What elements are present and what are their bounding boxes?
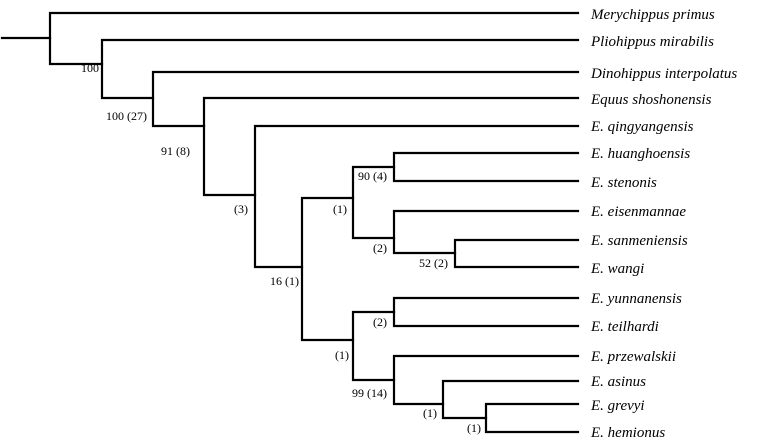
branch-node-d (202, 96, 580, 197)
taxon-label: E. sanmeniensis (590, 233, 688, 249)
branch-node-m (392, 354, 580, 406)
taxon-label: E. hemionus (590, 425, 665, 440)
branch-node-o (484, 402, 580, 434)
taxon-label: E. przewalskii (590, 349, 676, 365)
taxon-label: E. grevyi (590, 398, 645, 414)
branch-node-l (392, 296, 580, 328)
support-value: (1) (423, 406, 437, 420)
taxon-label: E. stenonis (590, 175, 657, 191)
support-value: 52 (2) (419, 256, 448, 270)
branch-node-c (151, 70, 580, 128)
support-value: 16 (1) (270, 274, 299, 288)
support-value: 91 (8) (161, 144, 190, 158)
taxon-label: E. eisenmannae (590, 204, 686, 220)
taxon-label: E. asinus (590, 374, 646, 390)
support-value: (1) (467, 421, 481, 435)
support-value: (1) (335, 348, 349, 362)
tree-branches (0, 11, 580, 434)
support-value: (2) (373, 241, 387, 255)
support-value: 100 (27) (106, 109, 147, 123)
support-value: 100 (81, 61, 99, 75)
taxon-label: E. qingyangensis (590, 119, 694, 135)
branch-node-e (253, 124, 580, 269)
taxon-label: Equus shoshonensis (590, 92, 712, 108)
branch-node-g (351, 165, 396, 240)
branch-node-i (392, 209, 580, 255)
branch-node-h (392, 151, 580, 183)
support-value: (2) (373, 315, 387, 329)
taxon-label: E. huanghoensis (590, 146, 690, 162)
support-value: 99 (14) (352, 386, 387, 400)
branch-node-k (351, 310, 396, 382)
branch-node-j (453, 238, 580, 269)
taxon-label: E. wangi (590, 261, 644, 277)
support-value: (3) (234, 202, 248, 216)
support-value: (1) (333, 202, 347, 216)
branch-node-f (300, 196, 355, 342)
branch-node-n (441, 379, 580, 420)
taxon-label: E. yunnanensis (590, 291, 682, 307)
support-value: 90 (4) (358, 169, 387, 183)
taxon-label: E. teilhardi (590, 319, 659, 335)
branch-node-b (100, 38, 580, 100)
taxon-label: Merychippus primus (590, 7, 715, 23)
taxon-label: Pliohippus mirabilis (590, 34, 714, 50)
taxon-label: Dinohippus interpolatus (590, 66, 737, 82)
branch-node-a (48, 11, 580, 66)
support-labels: 100 100 (27) 91 (8) (3) 16 (1) (1) 90 (4… (81, 61, 481, 435)
taxon-labels: Merychippus primus Pliohippus mirabilis … (590, 7, 737, 440)
